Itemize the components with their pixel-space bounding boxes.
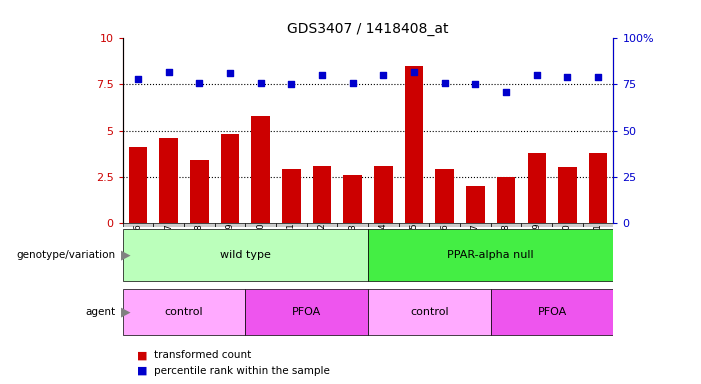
Point: [562, 74, 573, 80]
Text: ▶: ▶: [121, 306, 131, 318]
Bar: [221, 134, 239, 223]
Point: [531, 72, 543, 78]
Point: [163, 68, 175, 74]
Bar: [552, 223, 583, 227]
Bar: [245, 289, 368, 335]
Text: PFOA: PFOA: [292, 307, 321, 317]
Point: [347, 79, 358, 86]
Text: GSM247126: GSM247126: [440, 223, 449, 273]
Bar: [497, 177, 515, 223]
Point: [409, 68, 420, 74]
Text: GSM247123: GSM247123: [348, 223, 358, 273]
Bar: [337, 223, 368, 227]
Text: GSM247124: GSM247124: [379, 223, 388, 273]
Text: GSM247120: GSM247120: [256, 223, 265, 273]
Point: [378, 72, 389, 78]
Point: [132, 76, 144, 82]
Text: GSM247116: GSM247116: [133, 223, 142, 273]
Text: GSM247125: GSM247125: [409, 223, 418, 273]
Bar: [184, 223, 215, 227]
Text: ▶: ▶: [121, 249, 131, 262]
Text: percentile rank within the sample: percentile rank within the sample: [154, 366, 330, 376]
Bar: [368, 289, 491, 335]
Bar: [190, 160, 209, 223]
Point: [255, 79, 266, 86]
Bar: [527, 153, 546, 223]
Text: ■: ■: [137, 366, 147, 376]
Point: [439, 79, 450, 86]
Text: agent: agent: [86, 307, 116, 317]
Bar: [466, 186, 484, 223]
Text: PPAR-alpha null: PPAR-alpha null: [447, 250, 534, 260]
Text: GSM247121: GSM247121: [287, 223, 296, 273]
Text: control: control: [410, 307, 449, 317]
Bar: [583, 223, 613, 227]
Text: GSM247129: GSM247129: [532, 223, 541, 273]
Bar: [405, 66, 423, 223]
Point: [316, 72, 327, 78]
Bar: [460, 223, 491, 227]
Point: [193, 79, 205, 86]
Text: GSM247131: GSM247131: [594, 223, 603, 273]
Bar: [252, 116, 270, 223]
Point: [592, 74, 604, 80]
Bar: [368, 230, 613, 281]
Bar: [307, 223, 337, 227]
Bar: [245, 223, 276, 227]
Text: GSM247117: GSM247117: [164, 223, 173, 273]
Bar: [123, 289, 245, 335]
Bar: [399, 223, 429, 227]
Bar: [368, 223, 399, 227]
Text: GSM247130: GSM247130: [563, 223, 572, 273]
Text: GSM247128: GSM247128: [501, 223, 510, 273]
Bar: [129, 147, 147, 223]
Bar: [123, 230, 368, 281]
Bar: [491, 223, 522, 227]
Point: [501, 89, 512, 95]
Title: GDS3407 / 1418408_at: GDS3407 / 1418408_at: [287, 22, 449, 36]
Text: GSM247122: GSM247122: [318, 223, 327, 273]
Text: ■: ■: [137, 350, 147, 360]
Bar: [215, 223, 245, 227]
Bar: [283, 169, 301, 223]
Point: [286, 81, 297, 88]
Bar: [374, 166, 393, 223]
Text: GSM247118: GSM247118: [195, 223, 204, 273]
Text: GSM247119: GSM247119: [226, 223, 235, 273]
Bar: [343, 175, 362, 223]
Bar: [429, 223, 460, 227]
Bar: [276, 223, 307, 227]
Bar: [522, 223, 552, 227]
Bar: [558, 167, 576, 223]
Text: genotype/variation: genotype/variation: [17, 250, 116, 260]
Text: transformed count: transformed count: [154, 350, 252, 360]
Text: GSM247127: GSM247127: [471, 223, 480, 273]
Bar: [154, 223, 184, 227]
Point: [470, 81, 481, 88]
Bar: [435, 169, 454, 223]
Text: wild type: wild type: [220, 250, 271, 260]
Bar: [123, 223, 154, 227]
Bar: [313, 166, 332, 223]
Text: PFOA: PFOA: [538, 307, 566, 317]
Bar: [491, 289, 613, 335]
Text: control: control: [165, 307, 203, 317]
Bar: [589, 153, 607, 223]
Point: [224, 70, 236, 76]
Bar: [160, 138, 178, 223]
